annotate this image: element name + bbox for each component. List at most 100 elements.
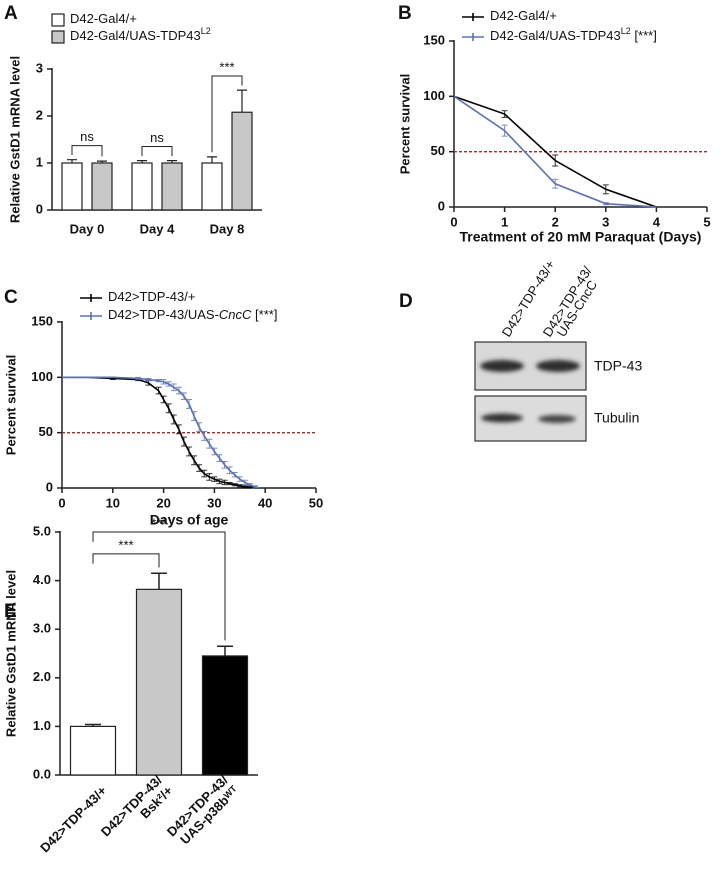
error-bar	[170, 383, 177, 392]
x-tick-label: 1	[501, 214, 508, 229]
legend-name: D42>TDP-43/+	[108, 289, 195, 304]
error-bar	[552, 154, 559, 167]
error-bar	[175, 424, 182, 435]
band	[480, 360, 524, 372]
error-bar	[145, 377, 152, 382]
legend-swatch	[462, 13, 484, 21]
y-tick-label: 1	[36, 154, 43, 169]
annotation: ns	[150, 130, 164, 145]
y-tick-label: 3.0	[33, 621, 51, 636]
error-bar	[207, 156, 217, 163]
error-bar	[180, 436, 187, 447]
error-bar	[186, 398, 192, 409]
y-tick-label: 50	[431, 143, 445, 158]
error-bar	[196, 422, 203, 433]
error-bar	[226, 481, 233, 486]
legend-swatch	[51, 13, 65, 27]
error-bar	[602, 202, 609, 206]
error-bar	[175, 386, 182, 395]
legend-swatch	[51, 30, 65, 44]
legend-label: D42>TDP-43/UAS-CncC [***]	[108, 307, 277, 322]
error-bar	[67, 159, 77, 163]
legend-swatch	[80, 294, 102, 302]
error-bar	[191, 455, 198, 466]
y-tick-label: 150	[423, 32, 445, 47]
bar	[131, 162, 153, 211]
bar	[161, 162, 183, 211]
error-bar	[252, 485, 259, 489]
legend-name-italic: CncC	[219, 307, 252, 322]
legend-swatch	[462, 33, 484, 41]
x-tick-label: Day 4	[140, 221, 175, 236]
panel-letter: D	[399, 291, 413, 312]
legend-label: D42-Gal4/UAS-TDP43L2	[70, 26, 211, 43]
error-bar	[191, 411, 198, 421]
error-bar	[216, 478, 223, 485]
error-bar	[137, 160, 147, 163]
x-tick-label: 20	[156, 495, 170, 510]
x-tick-label: 0	[58, 495, 65, 510]
bar	[201, 162, 223, 211]
error-bar	[155, 379, 162, 383]
legend-name-sup: L2	[621, 26, 631, 36]
y-tick-label: 50	[39, 424, 53, 439]
error-bar	[552, 178, 559, 189]
error-bar	[246, 483, 253, 487]
annotation: ***	[219, 59, 234, 74]
x-tick-label: 40	[258, 495, 272, 510]
x-tick-label: D42>TDP-43/+	[37, 783, 110, 856]
legend-label: D42-Gal4/+	[490, 8, 557, 23]
row-label: TDP-43	[594, 358, 642, 374]
legend-name-suffix: [***]	[251, 307, 277, 322]
error-bar	[226, 466, 233, 475]
error-bar	[165, 381, 172, 387]
x-tick-label: 50	[309, 495, 323, 510]
y-tick-label: 100	[423, 88, 445, 103]
panel-letter: E	[4, 601, 17, 622]
legend-name-suffix: [***]	[631, 28, 657, 43]
y-tick-label: 0	[46, 479, 53, 494]
y-tick-label: 0	[36, 201, 43, 216]
x-tick-label: Day 0	[70, 221, 105, 236]
error-bar	[241, 479, 248, 486]
x-tick-label: 4	[653, 214, 661, 229]
bracket	[141, 146, 173, 156]
y-tick-label: 0.0	[33, 766, 51, 781]
legend-label: D42-Gal4/UAS-TDP43L2 [***]	[490, 26, 657, 43]
annotation: ns	[80, 129, 94, 144]
legend-name: D42-Gal4/UAS-TDP43	[70, 28, 201, 43]
legend-label: D42>TDP-43/+	[108, 289, 195, 304]
bar	[61, 162, 83, 211]
error-bar	[236, 484, 243, 488]
band	[481, 413, 523, 423]
error-bar	[97, 160, 107, 163]
error-bar	[186, 446, 192, 457]
legend-name: D42>TDP-43/UAS-	[108, 307, 219, 322]
error-bar	[231, 472, 238, 478]
error-bar	[196, 464, 203, 472]
x-axis-label: Treatment of 20 mM Paraquat (Days)	[460, 229, 702, 245]
error-bar	[170, 414, 177, 425]
bar	[135, 588, 183, 776]
annotation: ***	[151, 515, 166, 530]
error-bar	[211, 476, 218, 482]
y-tick-label: 4.0	[33, 572, 51, 587]
x-tick-label: 2	[552, 214, 559, 229]
error-bar	[217, 645, 233, 656]
bracket	[92, 553, 160, 568]
legend-swatch	[80, 312, 102, 320]
band	[538, 415, 576, 423]
annotation: ***	[118, 537, 133, 552]
error-bar	[165, 403, 172, 414]
y-tick-label: 0	[438, 198, 445, 213]
x-axis-label: Days of age	[150, 512, 229, 528]
bar	[91, 162, 113, 211]
error-bar	[221, 460, 228, 469]
x-tick-label: 0	[450, 214, 457, 229]
error-bar	[237, 89, 247, 113]
error-bar	[151, 572, 167, 590]
x-tick-label: 3	[602, 214, 609, 229]
y-axis-label: Relative GstD1 mRNA level	[3, 570, 18, 737]
y-tick-label: 2.0	[33, 669, 51, 684]
error-bar	[85, 723, 101, 727]
